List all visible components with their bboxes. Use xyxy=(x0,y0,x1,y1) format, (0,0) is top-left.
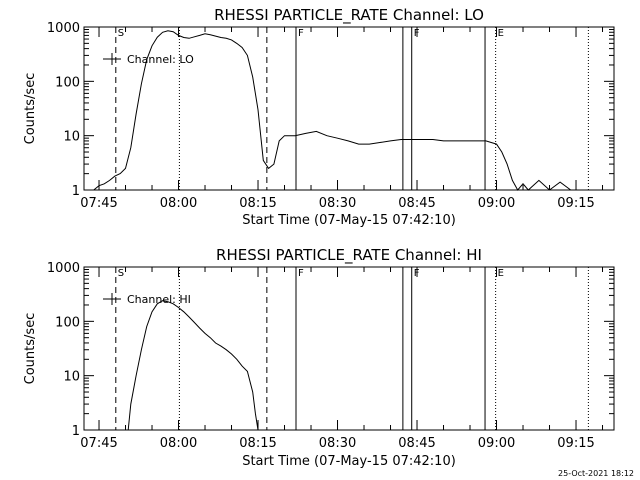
x-axis-label: Start Time (07-May-15 07:42:10) xyxy=(242,213,456,228)
plot-frame xyxy=(83,266,615,431)
event-marker-label: S xyxy=(118,28,124,39)
event-marker-label: E xyxy=(498,28,504,39)
x-tick-label: 09:00 xyxy=(478,196,515,211)
y-tick-label: 100 xyxy=(55,315,80,330)
legend-label: Channel: HI xyxy=(127,293,191,306)
event-marker-label: F xyxy=(414,268,420,279)
series-line xyxy=(93,30,571,191)
x-tick-label: 08:45 xyxy=(398,436,435,451)
plot-frame xyxy=(83,26,615,191)
x-tick-label: 09:15 xyxy=(557,196,594,211)
y-tick-label: 1 xyxy=(72,184,80,199)
event-marker-label: F xyxy=(414,28,420,39)
chart-panel-2: RHESSI PARTICLE_RATE Channel: HI 1 10 100 10… xyxy=(23,246,615,469)
footer-timestamp: 25-Oct-2021 18:12 xyxy=(558,469,634,478)
x-tick-label: 08:30 xyxy=(319,436,356,451)
x-tick-label: 07:45 xyxy=(80,436,117,451)
event-marker-label: S xyxy=(118,268,124,279)
x-tick-label: 08:45 xyxy=(398,196,435,211)
x-tick-label: 08:15 xyxy=(239,196,276,211)
y-tick-label: 1 xyxy=(72,424,80,439)
event-marker-label: F xyxy=(298,28,304,39)
event-marker-label: E xyxy=(498,268,504,279)
chart-title: RHESSI PARTICLE_RATE Channel: HI xyxy=(216,246,482,265)
y-tick-label: 10 xyxy=(63,370,80,385)
y-tick-label: 100 xyxy=(55,75,80,90)
series-line xyxy=(127,300,259,431)
x-tick-label: 08:00 xyxy=(160,436,197,451)
x-tick-label: 08:30 xyxy=(319,196,356,211)
chart-panel-1: RHESSI PARTICLE_RATE Channel: LO 1 10 100 10… xyxy=(23,6,615,228)
legend-label: Channel: LO xyxy=(127,53,194,66)
event-marker-label: F xyxy=(298,268,304,279)
y-axis-label: Counts/sec xyxy=(23,73,38,145)
x-tick-label: 07:45 xyxy=(80,196,117,211)
y-tick-label: 10 xyxy=(63,130,80,145)
x-tick-label: 09:15 xyxy=(557,436,594,451)
x-tick-label: 08:15 xyxy=(239,436,276,451)
y-axis-label: Counts/sec xyxy=(23,313,38,385)
chart-title: RHESSI PARTICLE_RATE Channel: LO xyxy=(214,6,484,25)
x-axis-label: Start Time (07-May-15 07:42:10) xyxy=(242,454,456,469)
x-tick-label: 09:00 xyxy=(478,436,515,451)
y-tick-label: 1000 xyxy=(47,261,80,276)
y-tick-label: 1000 xyxy=(47,21,80,36)
x-tick-label: 08:00 xyxy=(160,196,197,211)
